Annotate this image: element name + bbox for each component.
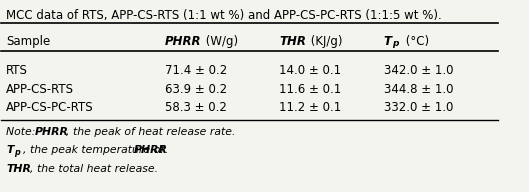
Text: 11.6 ± 0.1: 11.6 ± 0.1 — [279, 83, 342, 96]
Text: 14.0 ± 0.1: 14.0 ± 0.1 — [279, 64, 341, 77]
Text: , the peak of heat release rate.: , the peak of heat release rate. — [67, 127, 236, 137]
Text: , the total heat release.: , the total heat release. — [30, 164, 158, 174]
Text: (°C): (°C) — [403, 35, 430, 48]
Text: APP-CS-RTS: APP-CS-RTS — [6, 83, 75, 96]
Text: 344.8 ± 1.0: 344.8 ± 1.0 — [384, 83, 453, 96]
Text: 71.4 ± 0.2: 71.4 ± 0.2 — [165, 64, 227, 77]
Text: PHRR: PHRR — [165, 35, 202, 48]
Text: PHRR: PHRR — [35, 127, 69, 137]
Text: , the peak temperature of: , the peak temperature of — [23, 145, 168, 155]
Text: (KJ/g): (KJ/g) — [307, 35, 342, 48]
Text: p: p — [393, 39, 399, 48]
Text: 63.9 ± 0.2: 63.9 ± 0.2 — [165, 83, 227, 96]
Text: 11.2 ± 0.1: 11.2 ± 0.1 — [279, 101, 342, 114]
Text: 342.0 ± 1.0: 342.0 ± 1.0 — [384, 64, 453, 77]
Text: (W/g): (W/g) — [203, 35, 239, 48]
Text: MCC data of RTS, APP-CS-RTS (1:1 wt %) and APP-CS-PC-RTS (1:1:5 wt %).: MCC data of RTS, APP-CS-RTS (1:1 wt %) a… — [6, 9, 442, 22]
Text: 58.3 ± 0.2: 58.3 ± 0.2 — [165, 101, 227, 114]
Text: .: . — [165, 145, 168, 155]
Text: THR: THR — [6, 164, 31, 174]
Text: p: p — [14, 148, 20, 157]
Text: Sample: Sample — [6, 35, 51, 48]
Text: RTS: RTS — [6, 64, 28, 77]
Text: THR: THR — [279, 35, 306, 48]
Text: Note:: Note: — [6, 127, 39, 137]
Text: 332.0 ± 1.0: 332.0 ± 1.0 — [384, 101, 453, 114]
Text: T: T — [6, 145, 14, 155]
Text: PHRR: PHRR — [133, 145, 167, 155]
Text: T: T — [384, 35, 391, 48]
Text: APP-CS-PC-RTS: APP-CS-PC-RTS — [6, 101, 94, 114]
